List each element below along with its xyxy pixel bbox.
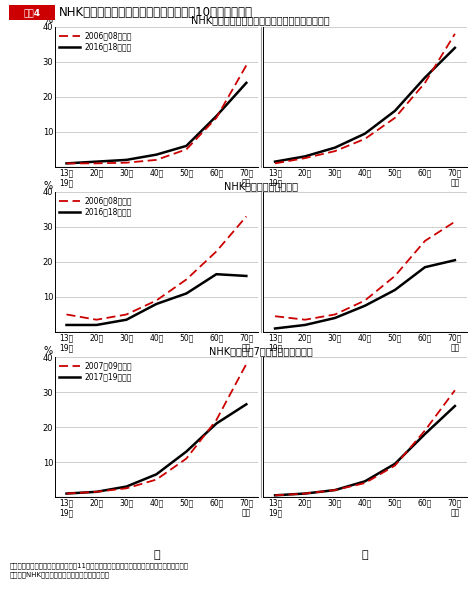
Text: 女: 女 xyxy=(362,550,368,560)
Text: 男: 男 xyxy=(153,385,160,395)
Text: %: % xyxy=(43,15,53,26)
Text: NHKニュース7の視聴率（週平均）: NHKニュース7の視聴率（週平均） xyxy=(209,346,312,356)
Text: 女: 女 xyxy=(362,220,368,230)
Text: （資料）NHK放送文化研究所「放送研究と調査」: （資料）NHK放送文化研究所「放送研究と調査」 xyxy=(9,572,109,578)
Text: %: % xyxy=(43,181,53,191)
Text: NHKテレビ番組の男女・年齢別視聴率（10年間の推移）: NHKテレビ番組の男女・年齢別視聴率（10年間の推移） xyxy=(59,6,253,19)
Text: 男: 男 xyxy=(153,550,160,560)
Text: NHK朝の連続テレビ小説の視聴率（月～土平均）: NHK朝の連続テレビ小説の視聴率（月～土平均） xyxy=(191,15,330,26)
Legend: 2007～09年平均, 2017～19年平均: 2007～09年平均, 2017～19年平均 xyxy=(58,361,133,382)
Text: （注）全国個人視聴率調査における11月調査週のリアルタイム視聴率（朝ドラは年度後半）: （注）全国個人視聴率調査における11月調査週のリアルタイム視聴率（朝ドラは年度後… xyxy=(9,563,189,569)
Legend: 2006～08年平均, 2016～18年平均: 2006～08年平均, 2016～18年平均 xyxy=(58,30,133,52)
Text: %: % xyxy=(43,346,53,356)
Legend: 2006～08年平均, 2016～18年平均: 2006～08年平均, 2016～18年平均 xyxy=(58,195,133,217)
Text: 図表4: 図表4 xyxy=(23,8,41,17)
Text: 女: 女 xyxy=(362,385,368,395)
Text: NHK大河ドラマの視聴率: NHK大河ドラマの視聴率 xyxy=(224,181,298,191)
Text: 男: 男 xyxy=(153,220,160,230)
